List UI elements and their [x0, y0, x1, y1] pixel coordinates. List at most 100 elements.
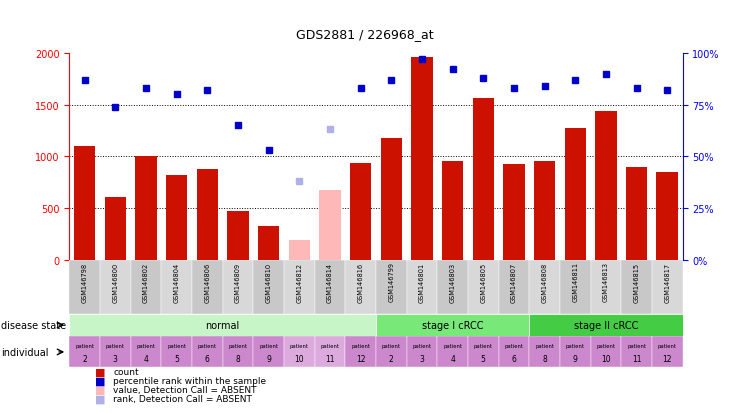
Text: 5: 5	[481, 354, 485, 363]
Text: 12: 12	[662, 354, 672, 363]
Text: ■: ■	[95, 394, 105, 404]
Bar	[69, 314, 376, 337]
Text: patient: patient	[75, 343, 94, 348]
Text: patient: patient	[596, 343, 615, 348]
Text: 8: 8	[236, 354, 240, 363]
Text: 3: 3	[420, 354, 424, 363]
Bar	[595, 112, 617, 260]
Bar	[652, 337, 683, 368]
Bar	[69, 337, 100, 368]
Text: ■: ■	[95, 376, 105, 386]
Text: GSM146807: GSM146807	[511, 262, 517, 302]
Text: 6: 6	[205, 354, 210, 363]
Bar	[499, 337, 529, 368]
Text: GSM146801: GSM146801	[419, 262, 425, 302]
Bar	[411, 58, 433, 260]
Bar	[468, 260, 499, 314]
Bar	[529, 337, 560, 368]
Text: patient: patient	[228, 343, 247, 348]
Bar	[503, 164, 525, 260]
Bar	[560, 260, 591, 314]
Bar	[253, 260, 284, 314]
Text: GDS2881 / 226968_at: GDS2881 / 226968_at	[296, 28, 434, 41]
Bar	[258, 226, 280, 260]
Bar	[472, 99, 494, 260]
Bar	[196, 169, 218, 260]
Text: percentile rank within the sample: percentile rank within the sample	[113, 376, 266, 385]
Text: patient: patient	[259, 343, 278, 348]
Text: stage II cRCC: stage II cRCC	[574, 320, 638, 330]
Text: value, Detection Call = ABSENT: value, Detection Call = ABSENT	[113, 385, 257, 394]
Bar	[135, 157, 157, 260]
Bar	[319, 191, 341, 260]
Text: 2: 2	[389, 354, 393, 363]
Bar	[192, 337, 223, 368]
Bar	[100, 260, 131, 314]
Bar	[131, 337, 161, 368]
Text: GSM146800: GSM146800	[112, 262, 118, 302]
Bar	[345, 260, 376, 314]
Bar	[376, 314, 529, 337]
Bar	[315, 337, 345, 368]
Text: 2: 2	[82, 354, 87, 363]
Bar	[442, 162, 464, 260]
Bar	[534, 162, 556, 260]
Text: patient: patient	[290, 343, 309, 348]
Text: patient: patient	[198, 343, 217, 348]
Bar	[104, 197, 126, 260]
Bar	[652, 260, 683, 314]
Bar	[69, 260, 100, 314]
Text: patient: patient	[106, 343, 125, 348]
Text: patient: patient	[535, 343, 554, 348]
Text: GSM146804: GSM146804	[174, 262, 180, 302]
Text: GSM146799: GSM146799	[388, 262, 394, 302]
Text: ■: ■	[95, 385, 105, 395]
Text: GSM146808: GSM146808	[542, 262, 548, 302]
Text: normal: normal	[206, 320, 239, 330]
Text: 10: 10	[601, 354, 611, 363]
Bar	[529, 260, 560, 314]
Text: GSM146813: GSM146813	[603, 262, 609, 302]
Bar	[100, 337, 131, 368]
Bar	[529, 314, 683, 337]
Text: patient: patient	[412, 343, 431, 348]
Bar	[376, 337, 407, 368]
Text: GSM146814: GSM146814	[327, 262, 333, 302]
Bar	[131, 260, 161, 314]
Bar	[161, 337, 192, 368]
Text: 10: 10	[294, 354, 304, 363]
Bar	[192, 260, 223, 314]
Bar	[223, 337, 253, 368]
Bar	[621, 337, 652, 368]
Bar	[407, 260, 437, 314]
Text: patient: patient	[137, 343, 155, 348]
Bar	[380, 138, 402, 260]
Bar	[621, 260, 652, 314]
Bar	[166, 176, 188, 260]
Text: count: count	[113, 367, 139, 376]
Text: patient: patient	[320, 343, 339, 348]
Bar	[350, 163, 372, 260]
Text: 11: 11	[325, 354, 335, 363]
Bar	[626, 167, 648, 260]
Text: GSM146798: GSM146798	[82, 262, 88, 302]
Text: 6: 6	[512, 354, 516, 363]
Text: 3: 3	[113, 354, 118, 363]
Text: 5: 5	[174, 354, 179, 363]
Bar	[284, 260, 315, 314]
Text: patient: patient	[566, 343, 585, 348]
Bar	[468, 337, 499, 368]
Text: GSM146805: GSM146805	[480, 262, 486, 302]
Text: patient: patient	[627, 343, 646, 348]
Bar	[376, 260, 407, 314]
Text: patient: patient	[658, 343, 677, 348]
Text: 9: 9	[573, 354, 577, 363]
Text: individual: individual	[1, 347, 49, 357]
Text: GSM146809: GSM146809	[235, 262, 241, 302]
Bar	[288, 240, 310, 260]
Text: ■: ■	[95, 367, 105, 377]
Bar	[223, 260, 253, 314]
Text: GSM146811: GSM146811	[572, 262, 578, 302]
Text: stage I cRCC: stage I cRCC	[422, 320, 483, 330]
Text: disease state: disease state	[1, 320, 66, 330]
